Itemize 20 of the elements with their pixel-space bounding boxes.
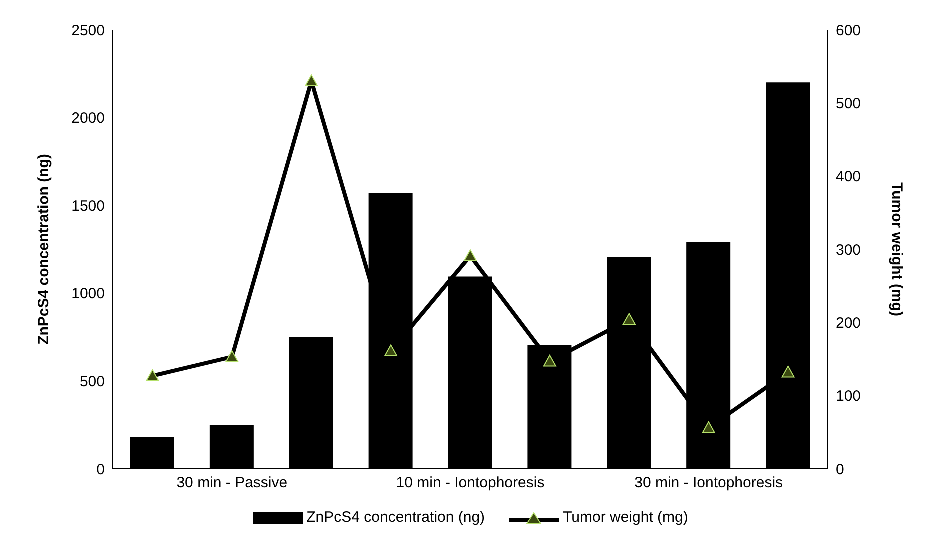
y2-tick-label: 300 <box>836 242 862 259</box>
y-tick-label: 0 <box>96 461 105 478</box>
y-axis-title: ZnPcS4 concentration (ng) <box>35 154 52 345</box>
y-tick-label: 1000 <box>72 286 105 303</box>
x-tick-label: 30 min - Passive <box>176 474 288 492</box>
y2-tick-label: 600 <box>836 22 862 40</box>
legend-label: Tumor weight (mg) <box>562 509 688 526</box>
x-tick-label: 30 min - Iontophoresis <box>634 474 784 492</box>
legend-label: ZnPcS4 concentration (ng) <box>306 509 486 526</box>
x-tick-label: 10 min - Iontophoresis <box>396 474 545 492</box>
y2-tick-label: 200 <box>836 314 862 332</box>
y2-axis-title: Tumor weight (mg) <box>888 182 906 316</box>
y-tick-label: 2000 <box>72 110 105 128</box>
y2-tick-label: 0 <box>836 461 844 478</box>
y-tick-label: 2500 <box>72 22 105 40</box>
y2-tick-label: 100 <box>836 388 862 406</box>
y2-tick-label: 500 <box>836 95 862 112</box>
y-tick-label: 1500 <box>72 198 105 215</box>
y-tick-label: 500 <box>80 374 105 391</box>
y2-tick-label: 400 <box>836 168 862 186</box>
